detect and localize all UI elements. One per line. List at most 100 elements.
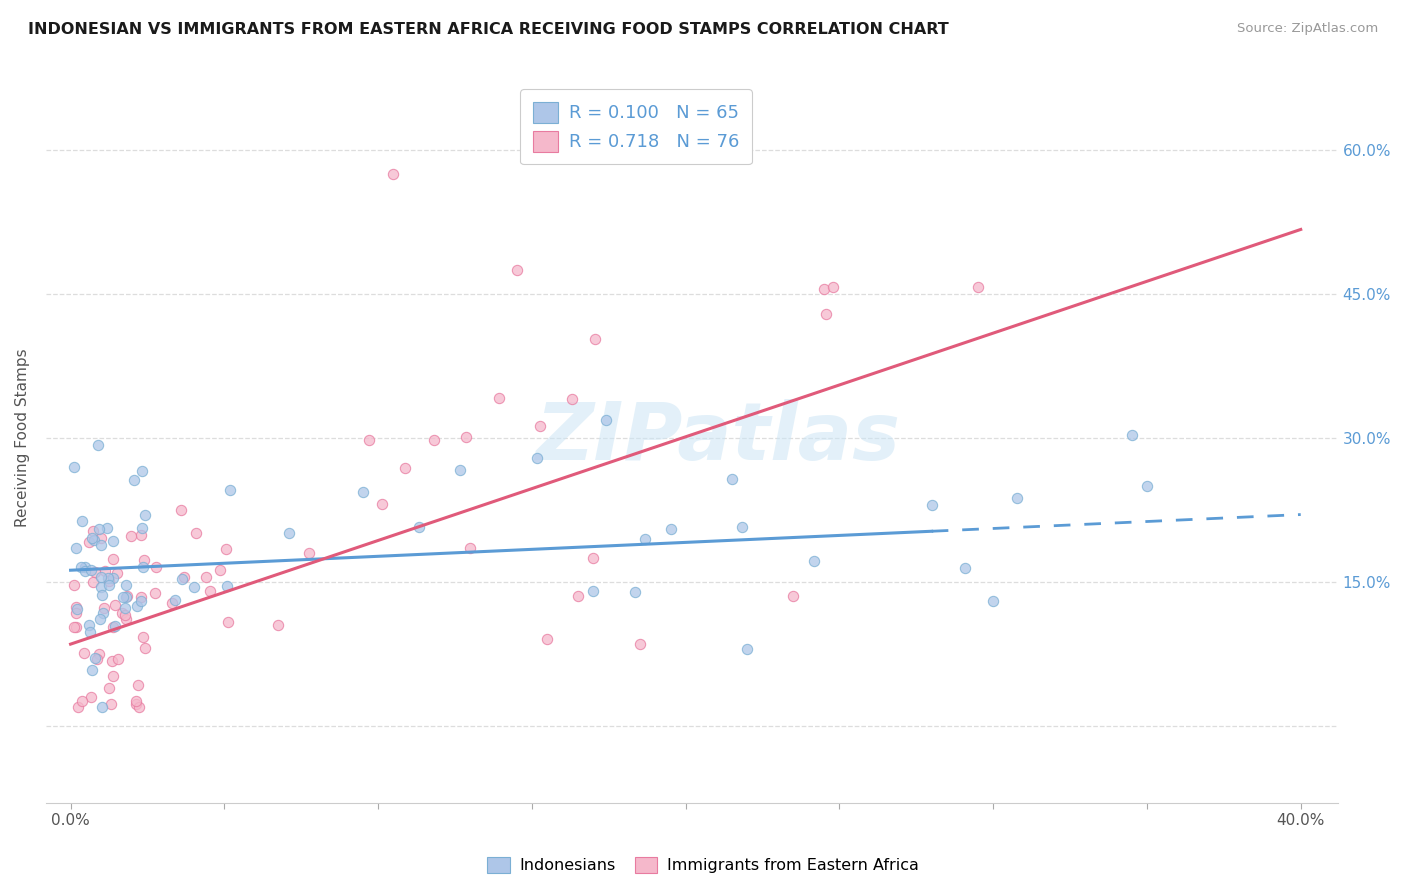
Point (104, 598, 127, 612)
Point (815, 307, 838, 321)
Point (129, 590, 152, 604)
Point (63, 460, 86, 475)
Point (65, 620, 87, 634)
Point (359, 433, 381, 447)
Point (408, 520, 430, 534)
Point (128, 699, 150, 714)
Point (87, 438, 110, 452)
Point (422, 434, 444, 448)
Point (219, 483, 242, 498)
Point (966, 280, 988, 294)
Point (111, 590, 134, 604)
Point (169, 502, 191, 516)
Point (94, 564, 117, 578)
Point (72, 646, 94, 660)
Point (90, 580, 112, 594)
Point (80, 564, 103, 578)
Point (567, 589, 589, 603)
Point (170, 572, 193, 586)
Point (382, 167, 405, 181)
Point (91, 699, 114, 714)
Point (125, 599, 148, 613)
Point (111, 606, 134, 620)
Point (125, 694, 148, 708)
Point (114, 608, 136, 623)
Point (90, 588, 112, 602)
Point (131, 520, 153, 534)
Point (82, 524, 104, 538)
Point (91, 606, 114, 620)
Point (813, 282, 835, 296)
Point (134, 508, 156, 522)
Point (921, 498, 943, 512)
Point (82, 531, 104, 545)
Point (505, 262, 527, 277)
Point (63, 620, 86, 634)
Point (82, 575, 104, 590)
Point (583, 332, 606, 346)
Point (955, 560, 977, 574)
Point (529, 419, 551, 434)
Y-axis label: Receiving Food Stamps: Receiving Food Stamps (15, 349, 30, 527)
Point (90, 570, 112, 584)
Point (624, 585, 647, 599)
Point (165, 592, 187, 607)
Point (73, 559, 96, 574)
Point (65, 541, 87, 555)
Point (93, 601, 115, 615)
Point (132, 559, 155, 574)
Point (803, 554, 825, 568)
Point (90, 531, 112, 545)
Point (488, 391, 510, 405)
Point (90, 538, 112, 552)
Point (134, 553, 156, 567)
Point (278, 525, 301, 540)
Point (65, 600, 87, 615)
Point (70, 559, 93, 574)
Point (84, 651, 107, 665)
Point (721, 472, 744, 486)
Point (117, 590, 139, 604)
Point (107, 652, 129, 666)
Point (96, 520, 118, 534)
Point (735, 642, 758, 657)
Point (132, 630, 155, 644)
Point (101, 571, 124, 585)
Point (70, 514, 93, 528)
Point (65, 606, 87, 620)
Point (120, 529, 142, 543)
Legend: R = 0.100   N = 65, R = 0.718   N = 76: R = 0.100 N = 65, R = 0.718 N = 76 (520, 89, 752, 164)
Point (821, 280, 844, 294)
Text: ZIPatlas: ZIPatlas (536, 399, 900, 476)
Point (134, 640, 156, 655)
Point (131, 528, 153, 542)
Point (104, 619, 127, 633)
Point (127, 678, 149, 692)
Point (526, 450, 548, 465)
Point (86, 651, 108, 665)
Point (73, 564, 96, 578)
Point (628, 637, 651, 651)
Point (731, 520, 754, 534)
Point (352, 484, 374, 499)
Point (1121, 427, 1143, 442)
Point (198, 584, 221, 599)
Point (100, 698, 122, 712)
Point (89, 612, 111, 626)
Point (217, 615, 239, 629)
Point (160, 596, 183, 610)
Point (173, 569, 195, 583)
Point (1005, 491, 1028, 505)
Point (87, 522, 110, 536)
Text: Source: ZipAtlas.com: Source: ZipAtlas.com (1237, 22, 1378, 36)
Text: INDONESIAN VS IMMIGRANTS FROM EASTERN AFRICA RECEIVING FOOD STAMPS CORRELATION C: INDONESIAN VS IMMIGRANTS FROM EASTERN AF… (28, 22, 949, 37)
Point (79, 625, 101, 640)
Point (115, 590, 138, 604)
Point (460, 541, 482, 556)
Point (536, 632, 558, 647)
Point (298, 546, 321, 560)
Point (114, 601, 136, 615)
Legend: Indonesians, Immigrants from Eastern Africa: Indonesians, Immigrants from Eastern Afr… (481, 850, 925, 880)
Point (184, 526, 207, 541)
Point (582, 550, 605, 565)
